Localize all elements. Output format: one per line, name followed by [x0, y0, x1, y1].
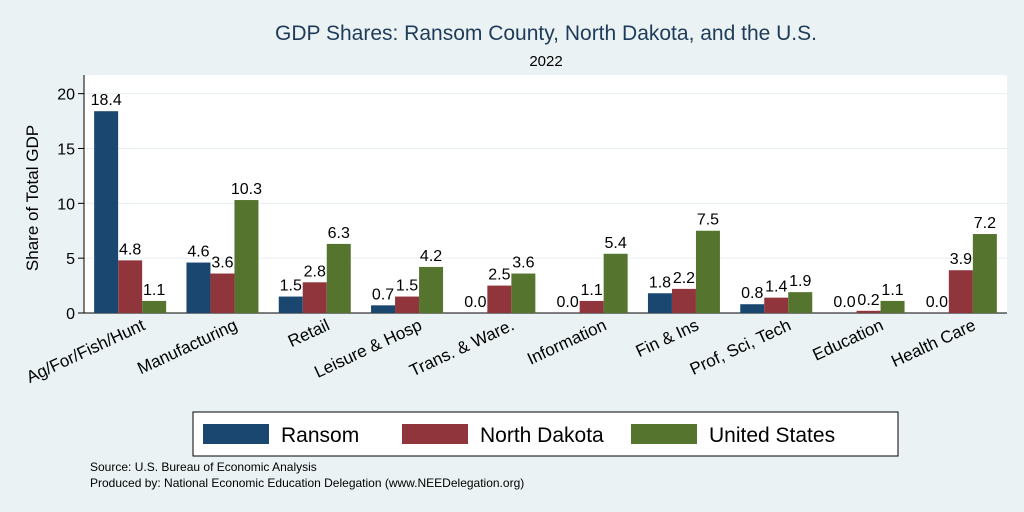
bar: [118, 260, 143, 313]
x-category-label: Ag/For/Fish/Hunt: [23, 315, 148, 387]
legend-label: North Dakota: [480, 424, 604, 447]
legend-swatch: [203, 424, 269, 444]
y-tick-label: 10: [57, 196, 75, 213]
source-note: Source: U.S. Bureau of Economic Analysis: [90, 460, 317, 474]
y-tick-label: 15: [57, 141, 75, 158]
bar-value-label: 1.5: [280, 278, 302, 295]
x-category-label: Manufacturing: [134, 315, 240, 378]
bar: [972, 234, 997, 313]
bar-value-label: 1.9: [789, 273, 811, 290]
bar: [186, 262, 211, 313]
bar-value-label: 1.1: [143, 282, 165, 299]
legend-label: Ransom: [281, 424, 359, 447]
bar: [603, 253, 628, 313]
bar-value-label: 7.2: [974, 215, 996, 232]
bar-value-label: 0.2: [857, 292, 879, 309]
bar-value-label: 4.8: [119, 241, 141, 258]
bar-value-label: 1.1: [581, 282, 603, 299]
bar: [948, 270, 973, 313]
bar-value-label: 6.3: [328, 225, 350, 242]
bar: [371, 305, 396, 313]
legend: Ransom North Dakota United States: [192, 411, 899, 457]
bar: [94, 111, 119, 314]
y-tick-label: 0: [66, 306, 75, 323]
x-category-label: Trans. & Ware.: [407, 315, 517, 380]
bar-value-label: 1.5: [396, 278, 418, 295]
produced-by-note: Produced by: National Economic Education…: [90, 476, 524, 490]
bar-value-label: 0.0: [464, 294, 486, 311]
bar-value-label: 1.4: [765, 279, 787, 296]
bar: [740, 304, 765, 313]
bar: [579, 300, 604, 313]
bar-value-label: 3.6: [211, 255, 233, 272]
bar: [278, 296, 303, 313]
bar-value-label: 0.7: [372, 286, 394, 303]
legend-swatch: [402, 424, 468, 444]
bar-value-label: 2.2: [673, 270, 695, 287]
x-category-label: Health Care: [888, 315, 978, 371]
bar: [695, 230, 720, 313]
bar-value-label: 0.0: [833, 294, 855, 311]
bar-value-label: 2.8: [304, 263, 326, 280]
bar-value-label: 1.8: [649, 274, 671, 291]
y-tick-label: 5: [66, 251, 75, 268]
bar: [511, 273, 536, 313]
y-tick-label: 20: [57, 87, 75, 104]
bar: [487, 285, 512, 313]
bar-value-label: 4.2: [420, 248, 442, 265]
bar-value-label: 4.6: [187, 244, 209, 261]
bar: [302, 282, 327, 313]
bar-value-label: 0.8: [741, 285, 763, 302]
bar: [234, 200, 259, 313]
bar: [142, 300, 167, 313]
bar-value-label: 0.0: [926, 294, 948, 311]
bar-value-label: 2.5: [488, 267, 510, 284]
bar: [326, 243, 351, 313]
bar: [671, 288, 696, 313]
legend-swatch: [631, 424, 697, 444]
bar: [419, 266, 444, 313]
x-category-label: Information: [524, 315, 609, 368]
x-category-label: Prof, Sci, Tech: [687, 315, 794, 378]
bar: [764, 297, 789, 313]
legend-box: [192, 411, 899, 457]
bar-value-label: 1.1: [881, 282, 903, 299]
bar: [880, 300, 905, 313]
bar: [647, 293, 672, 313]
bar: [788, 292, 813, 313]
bar: [395, 296, 420, 313]
x-category-label: Education: [810, 315, 887, 364]
bar: [856, 310, 881, 313]
chart-subtitle: 2022: [529, 53, 562, 70]
x-category-label: Retail: [285, 315, 332, 351]
bar-value-label: 10.3: [231, 181, 262, 198]
bar-value-label: 0.0: [557, 294, 579, 311]
legend-label: United States: [709, 424, 835, 447]
bar-value-label: 18.4: [91, 92, 122, 109]
bar-value-label: 3.6: [512, 255, 534, 272]
bar-value-label: 7.5: [697, 212, 719, 229]
chart-title: GDP Shares: Ransom County, North Dakota,…: [275, 22, 817, 45]
bar-value-label: 5.4: [605, 235, 627, 252]
bar: [210, 273, 235, 313]
y-axis-label: Share of Total GDP: [23, 125, 42, 271]
bar-value-label: 3.9: [950, 251, 972, 268]
x-category-label: Fin & Ins: [633, 315, 702, 361]
